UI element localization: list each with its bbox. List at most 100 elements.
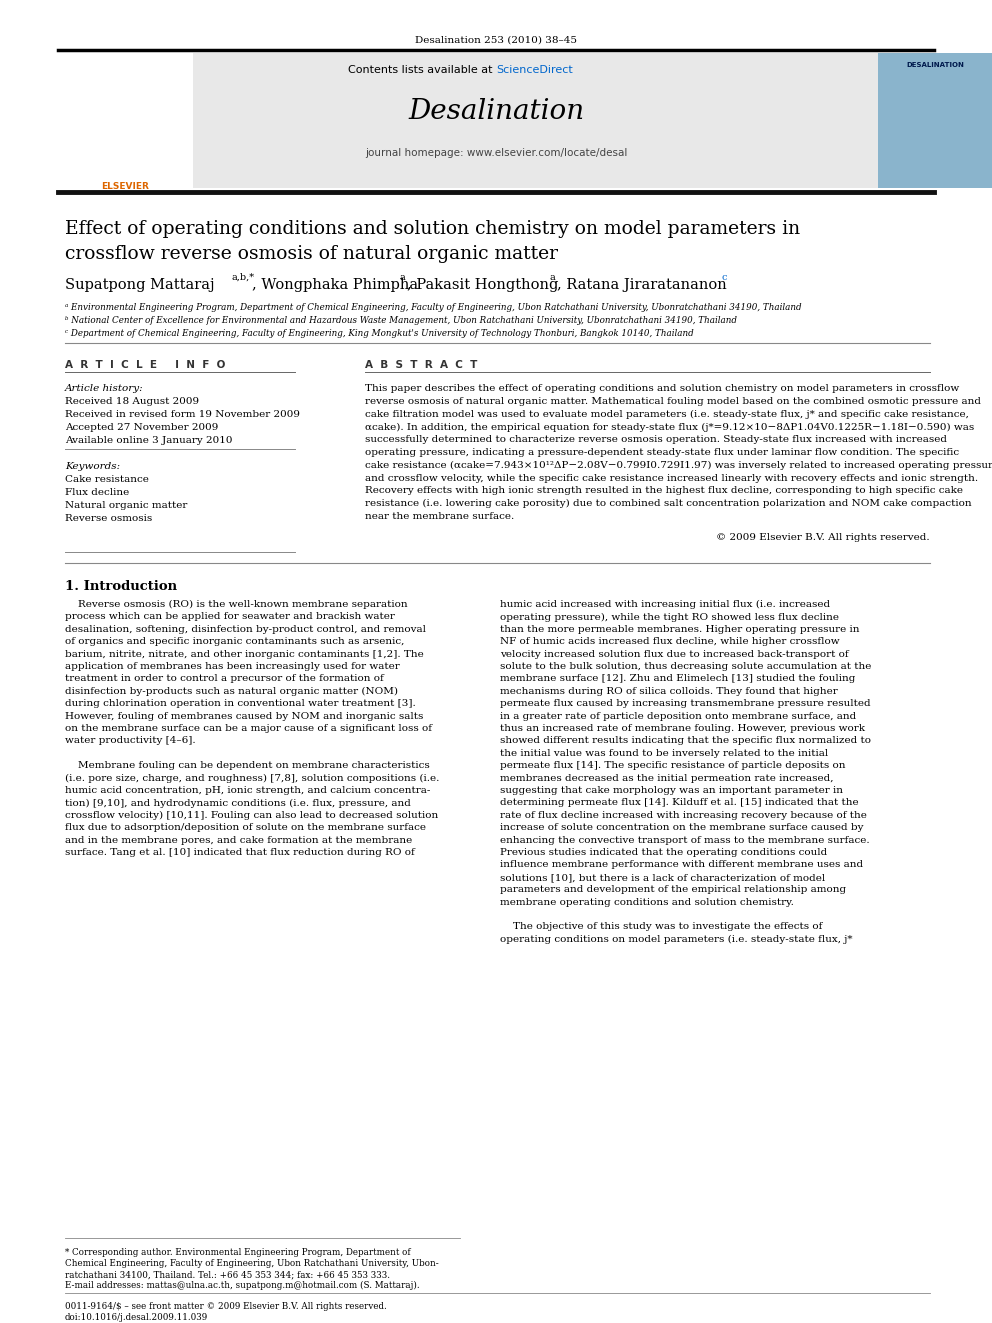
Text: crossflow velocity) [10,11]. Fouling can also lead to decreased solution: crossflow velocity) [10,11]. Fouling can… <box>65 811 438 820</box>
Text: NF of humic acids increased flux decline, while higher crossflow: NF of humic acids increased flux decline… <box>500 638 839 646</box>
FancyBboxPatch shape <box>58 53 193 188</box>
Text: Reverse osmosis: Reverse osmosis <box>65 515 152 523</box>
Text: © 2009 Elsevier B.V. All rights reserved.: © 2009 Elsevier B.V. All rights reserved… <box>716 533 930 542</box>
Text: and in the membrane pores, and cake formation at the membrane: and in the membrane pores, and cake form… <box>65 836 413 844</box>
Text: water productivity [4–6].: water productivity [4–6]. <box>65 737 195 745</box>
Text: This paper describes the effect of operating conditions and solution chemistry o: This paper describes the effect of opera… <box>365 384 959 393</box>
Text: in a greater rate of particle deposition onto membrane surface, and: in a greater rate of particle deposition… <box>500 712 856 721</box>
Text: A  R  T  I  C  L  E     I  N  F  O: A R T I C L E I N F O <box>65 360 225 370</box>
Text: desalination, softening, disinfection by-product control, and removal: desalination, softening, disinfection by… <box>65 624 426 634</box>
Text: process which can be applied for seawater and brackish water: process which can be applied for seawate… <box>65 613 395 622</box>
Text: Desalination: Desalination <box>408 98 584 124</box>
Text: successfully determined to characterize reverse osmosis operation. Steady-state : successfully determined to characterize … <box>365 435 947 445</box>
Text: treatment in order to control a precursor of the formation of: treatment in order to control a precurso… <box>65 675 384 684</box>
Text: mechanisms during RO of silica colloids. They found that higher: mechanisms during RO of silica colloids.… <box>500 687 838 696</box>
Text: crossflow reverse osmosis of natural organic matter: crossflow reverse osmosis of natural org… <box>65 245 558 263</box>
Text: influence membrane performance with different membrane uses and: influence membrane performance with diff… <box>500 860 863 869</box>
Text: showed different results indicating that the specific flux normalized to: showed different results indicating that… <box>500 737 871 745</box>
Text: Available online 3 January 2010: Available online 3 January 2010 <box>65 437 232 445</box>
Text: (i.e. pore size, charge, and roughness) [7,8], solution compositions (i.e.: (i.e. pore size, charge, and roughness) … <box>65 774 439 783</box>
Text: The objective of this study was to investigate the effects of: The objective of this study was to inves… <box>500 922 822 931</box>
Text: rate of flux decline increased with increasing recovery because of the: rate of flux decline increased with incr… <box>500 811 867 820</box>
Text: velocity increased solution flux due to increased back-transport of: velocity increased solution flux due to … <box>500 650 848 659</box>
Text: operating pressure), while the tight RO showed less flux decline: operating pressure), while the tight RO … <box>500 613 839 622</box>
Text: ᶜ Department of Chemical Engineering, Faculty of Engineering, King Mongkut's Uni: ᶜ Department of Chemical Engineering, Fa… <box>65 329 693 337</box>
Text: membrane operating conditions and solution chemistry.: membrane operating conditions and soluti… <box>500 897 794 906</box>
Text: cake filtration model was used to evaluate model parameters (i.e. steady-state f: cake filtration model was used to evalua… <box>365 410 969 418</box>
Text: thus an increased rate of membrane fouling. However, previous work: thus an increased rate of membrane fouli… <box>500 724 865 733</box>
Text: suggesting that cake morphology was an important parameter in: suggesting that cake morphology was an i… <box>500 786 843 795</box>
Text: E-mail addresses: mattas@ulna.ac.th, supatpong.m@hotmail.com (S. Mattaraj).: E-mail addresses: mattas@ulna.ac.th, sup… <box>65 1281 420 1290</box>
Text: Effect of operating conditions and solution chemistry on model parameters in: Effect of operating conditions and solut… <box>65 220 801 238</box>
Text: However, fouling of membranes caused by NOM and inorganic salts: However, fouling of membranes caused by … <box>65 712 424 721</box>
Text: near the membrane surface.: near the membrane surface. <box>365 512 514 521</box>
Text: membrane surface [12]. Zhu and Elimelech [13] studied the fouling: membrane surface [12]. Zhu and Elimelech… <box>500 675 855 684</box>
Text: 1. Introduction: 1. Introduction <box>65 579 178 593</box>
Text: surface. Tang et al. [10] indicated that flux reduction during RO of: surface. Tang et al. [10] indicated that… <box>65 848 415 857</box>
Text: membranes decreased as the initial permeation rate increased,: membranes decreased as the initial perme… <box>500 774 833 783</box>
Text: a: a <box>400 273 406 282</box>
Text: journal homepage: www.elsevier.com/locate/desal: journal homepage: www.elsevier.com/locat… <box>365 148 627 157</box>
Text: Membrane fouling can be dependent on membrane characteristics: Membrane fouling can be dependent on mem… <box>65 761 430 770</box>
Text: permeate flux caused by increasing transmembrane pressure resulted: permeate flux caused by increasing trans… <box>500 699 871 708</box>
Text: solutions [10], but there is a lack of characterization of model: solutions [10], but there is a lack of c… <box>500 873 825 882</box>
Text: and crossflow velocity, while the specific cake resistance increased linearly wi: and crossflow velocity, while the specif… <box>365 474 978 483</box>
Text: Received in revised form 19 November 2009: Received in revised form 19 November 200… <box>65 410 300 419</box>
Text: permeate flux [14]. The specific resistance of particle deposits on: permeate flux [14]. The specific resista… <box>500 761 845 770</box>
Text: reverse osmosis of natural organic matter. Mathematical fouling model based on t: reverse osmosis of natural organic matte… <box>365 397 981 406</box>
Text: Natural organic matter: Natural organic matter <box>65 501 187 509</box>
Text: flux due to adsorption/deposition of solute on the membrane surface: flux due to adsorption/deposition of sol… <box>65 823 426 832</box>
Text: disinfection by-products such as natural organic matter (NOM): disinfection by-products such as natural… <box>65 687 398 696</box>
Text: a,b,*: a,b,* <box>232 273 255 282</box>
Text: , Ratana Jiraratananon: , Ratana Jiraratananon <box>557 278 727 292</box>
Text: tion) [9,10], and hydrodynamic conditions (i.e. flux, pressure, and: tion) [9,10], and hydrodynamic condition… <box>65 798 411 807</box>
Text: Keywords:: Keywords: <box>65 462 120 471</box>
Text: humic acid concentration, pH, ionic strength, and calcium concentra-: humic acid concentration, pH, ionic stre… <box>65 786 431 795</box>
Text: on the membrane surface can be a major cause of a significant loss of: on the membrane surface can be a major c… <box>65 724 432 733</box>
Text: a: a <box>550 273 556 282</box>
Text: enhancing the convective transport of mass to the membrane surface.: enhancing the convective transport of ma… <box>500 836 870 844</box>
Text: A  B  S  T  R  A  C  T: A B S T R A C T <box>365 360 477 370</box>
Text: Flux decline: Flux decline <box>65 488 129 497</box>
Text: Contents lists available at: Contents lists available at <box>348 65 496 75</box>
Text: operating pressure, indicating a pressure-dependent steady-state flux under lami: operating pressure, indicating a pressur… <box>365 448 959 456</box>
Text: cake resistance (αcake=7.943×10¹²ΔP−2.08V−0.799I0.729I1.97) was inversely relate: cake resistance (αcake=7.943×10¹²ΔP−2.08… <box>365 460 992 470</box>
Text: parameters and development of the empirical relationship among: parameters and development of the empiri… <box>500 885 846 894</box>
Text: Cake resistance: Cake resistance <box>65 475 149 484</box>
Text: Recovery effects with high ionic strength resulted in the highest flux decline, : Recovery effects with high ionic strengt… <box>365 487 963 495</box>
Text: Chemical Engineering, Faculty of Engineering, Ubon Ratchathani University, Ubon-: Chemical Engineering, Faculty of Enginee… <box>65 1259 438 1267</box>
Text: DESALINATION: DESALINATION <box>906 62 964 67</box>
Text: operating conditions on model parameters (i.e. steady-state flux, j*: operating conditions on model parameters… <box>500 935 852 943</box>
Text: solute to the bulk solution, thus decreasing solute accumulation at the: solute to the bulk solution, thus decrea… <box>500 662 871 671</box>
Text: of organics and specific inorganic contaminants such as arsenic,: of organics and specific inorganic conta… <box>65 638 405 646</box>
Text: resistance (i.e. lowering cake porosity) due to combined salt concentration pola: resistance (i.e. lowering cake porosity)… <box>365 499 971 508</box>
Text: determining permeate flux [14]. Kilduff et al. [15] indicated that the: determining permeate flux [14]. Kilduff … <box>500 798 859 807</box>
Text: 0011-9164/$ – see front matter © 2009 Elsevier B.V. All rights reserved.: 0011-9164/$ – see front matter © 2009 El… <box>65 1302 387 1311</box>
Text: ratchathani 34100, Thailand. Tel.: +66 45 353 344; fax: +66 45 353 333.: ratchathani 34100, Thailand. Tel.: +66 4… <box>65 1270 390 1279</box>
Text: ELSEVIER: ELSEVIER <box>101 183 149 191</box>
Text: Supatpong Mattaraj: Supatpong Mattaraj <box>65 278 214 292</box>
Text: doi:10.1016/j.desal.2009.11.039: doi:10.1016/j.desal.2009.11.039 <box>65 1312 208 1322</box>
Text: than the more permeable membranes. Higher operating pressure in: than the more permeable membranes. Highe… <box>500 624 859 634</box>
Text: Accepted 27 November 2009: Accepted 27 November 2009 <box>65 423 218 433</box>
Text: increase of solute concentration on the membrane surface caused by: increase of solute concentration on the … <box>500 823 863 832</box>
Text: Reverse osmosis (RO) is the well-known membrane separation: Reverse osmosis (RO) is the well-known m… <box>65 601 408 609</box>
Text: barium, nitrite, nitrate, and other inorganic contaminants [1,2]. The: barium, nitrite, nitrate, and other inor… <box>65 650 424 659</box>
Text: humic acid increased with increasing initial flux (i.e. increased: humic acid increased with increasing ini… <box>500 601 830 609</box>
Text: ScienceDirect: ScienceDirect <box>496 65 572 75</box>
Text: , Wongphaka Phimpha: , Wongphaka Phimpha <box>252 278 418 292</box>
Text: * Corresponding author. Environmental Engineering Program, Department of: * Corresponding author. Environmental En… <box>65 1248 411 1257</box>
Text: Article history:: Article history: <box>65 384 144 393</box>
Text: application of membranes has been increasingly used for water: application of membranes has been increa… <box>65 662 400 671</box>
Text: Received 18 August 2009: Received 18 August 2009 <box>65 397 199 406</box>
Text: , Pakasit Hongthong: , Pakasit Hongthong <box>407 278 558 292</box>
Text: αcake). In addition, the empirical equation for steady-state flux (j*=9.12×10−8Δ: αcake). In addition, the empirical equat… <box>365 422 974 431</box>
Text: ᵃ Environmental Engineering Program, Department of Chemical Engineering, Faculty: ᵃ Environmental Engineering Program, Dep… <box>65 303 802 312</box>
Text: Previous studies indicated that the operating conditions could: Previous studies indicated that the oper… <box>500 848 827 857</box>
Text: during chlorination operation in conventional water treatment [3].: during chlorination operation in convent… <box>65 699 416 708</box>
Text: ᵇ National Center of Excellence for Environmental and Hazardous Waste Management: ᵇ National Center of Excellence for Envi… <box>65 316 737 325</box>
Text: Desalination 253 (2010) 38–45: Desalination 253 (2010) 38–45 <box>415 36 577 45</box>
Text: c: c <box>722 273 727 282</box>
Text: the initial value was found to be inversely related to the initial: the initial value was found to be invers… <box>500 749 828 758</box>
FancyBboxPatch shape <box>58 53 934 188</box>
